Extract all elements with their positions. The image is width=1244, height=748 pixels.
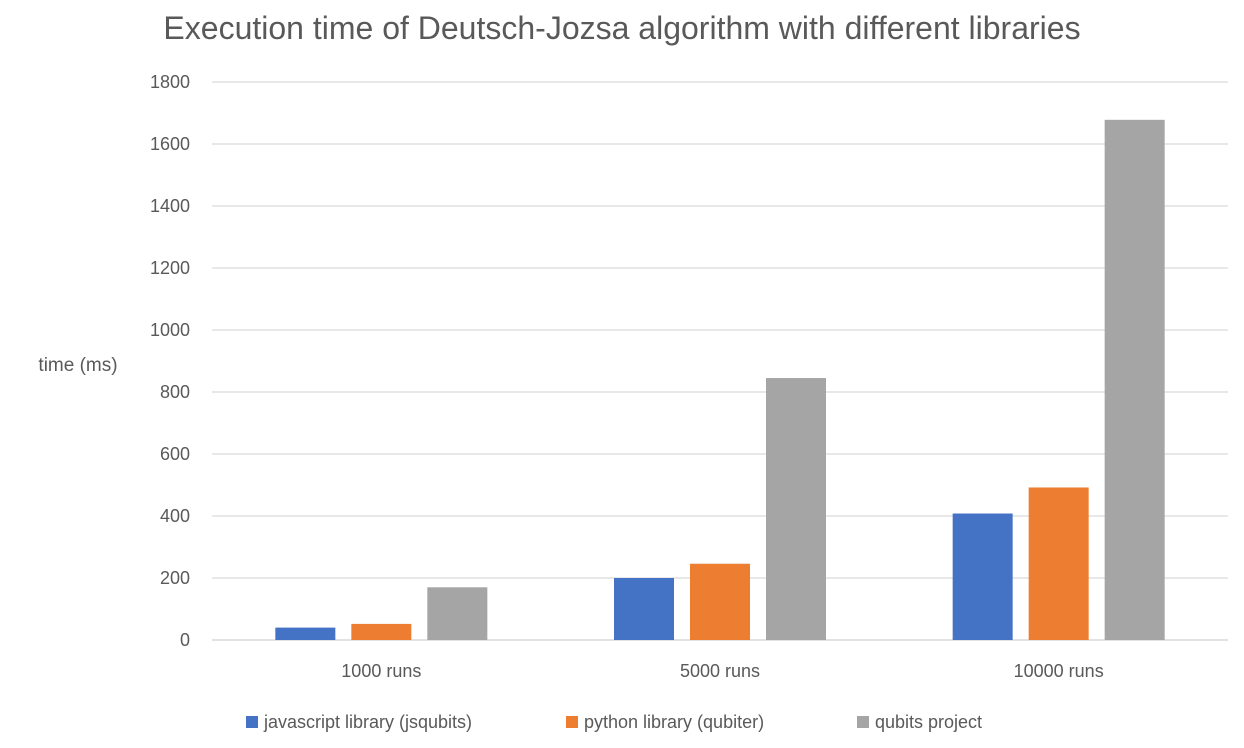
y-tick-label: 400: [160, 506, 190, 526]
bar: [690, 564, 750, 640]
bar: [427, 587, 487, 640]
legend-swatch: [857, 716, 869, 728]
y-axis-label: time (ms): [38, 355, 117, 376]
y-tick-label: 0: [180, 630, 190, 650]
bar: [766, 378, 826, 640]
legend-label: qubits project: [875, 712, 982, 732]
y-tick-label: 1600: [150, 134, 190, 154]
legend-label: python library (qubiter): [584, 712, 764, 732]
y-tick-label: 1000: [150, 320, 190, 340]
y-tick-label: 1200: [150, 258, 190, 278]
y-tick-label: 800: [160, 382, 190, 402]
y-tick-label: 200: [160, 568, 190, 588]
bar: [953, 514, 1013, 640]
legend: javascript library (jsqubits) python libr…: [246, 712, 982, 732]
legend-swatch: [566, 716, 578, 728]
y-axis-ticks: 0 200 400 600 800 1000 1200 1400 1600 1800: [150, 72, 190, 650]
bars: [275, 120, 1164, 640]
y-tick-label: 600: [160, 444, 190, 464]
y-tick-label: 1800: [150, 72, 190, 92]
legend-label: javascript library (jsqubits): [263, 712, 472, 732]
x-tick-label: 1000 runs: [341, 661, 421, 681]
y-tick-label: 1400: [150, 196, 190, 216]
x-axis-ticks: 1000 runs 5000 runs 10000 runs: [341, 661, 1103, 681]
bar: [614, 578, 674, 640]
chart-title: Execution time of Deutsch-Jozsa algorith…: [163, 10, 1080, 46]
bar: [275, 628, 335, 640]
bar: [1029, 487, 1089, 640]
x-tick-label: 5000 runs: [680, 661, 760, 681]
legend-swatch: [246, 716, 258, 728]
bar: [351, 624, 411, 640]
bar: [1105, 120, 1165, 640]
x-tick-label: 10000 runs: [1014, 661, 1104, 681]
